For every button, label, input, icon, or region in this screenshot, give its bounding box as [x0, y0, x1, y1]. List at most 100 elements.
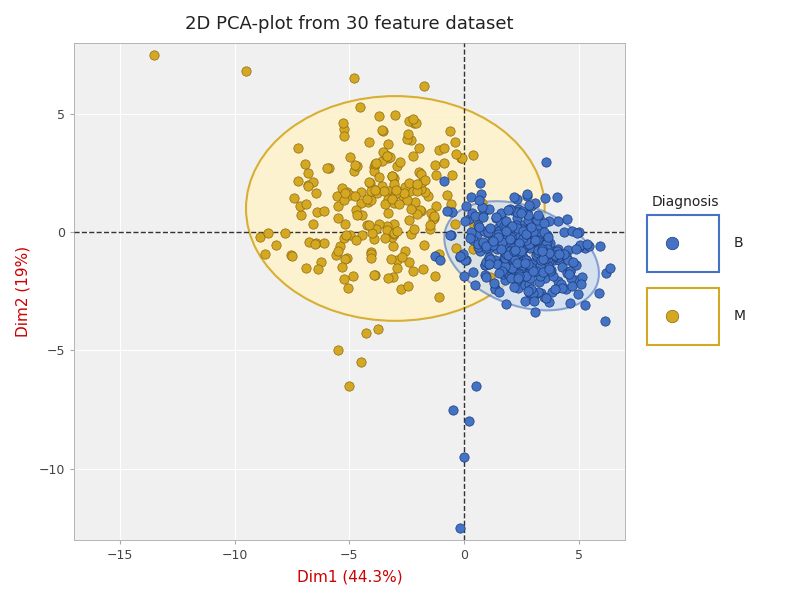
B: [518, 258, 531, 268]
B: [477, 212, 490, 221]
B: [534, 255, 547, 265]
B: [566, 226, 578, 235]
B: [467, 235, 480, 245]
B: [518, 232, 531, 242]
M: [370, 224, 382, 234]
B: [484, 254, 497, 264]
B: [543, 266, 556, 275]
M: [336, 263, 349, 272]
B: [474, 190, 487, 199]
B: [537, 254, 550, 264]
B: [491, 244, 504, 254]
B: [443, 230, 456, 240]
B: [599, 316, 612, 326]
B: [538, 293, 550, 302]
B: [503, 253, 516, 263]
B: [495, 232, 508, 241]
M: [303, 237, 316, 247]
B: [506, 263, 518, 273]
M: [344, 152, 357, 162]
B: [505, 221, 518, 230]
B: [527, 227, 540, 236]
Ellipse shape: [444, 201, 599, 310]
B: [483, 254, 496, 263]
M: [270, 240, 282, 250]
B: [529, 235, 542, 244]
Ellipse shape: [246, 96, 545, 321]
B: [525, 263, 538, 272]
M: [364, 196, 377, 205]
B: [537, 235, 550, 244]
M: [292, 143, 305, 153]
B: [504, 241, 517, 251]
B: [486, 236, 499, 246]
M: [317, 206, 330, 215]
B: [580, 239, 593, 249]
B: [522, 200, 535, 210]
B: [505, 273, 518, 283]
B: [540, 244, 553, 254]
B: [476, 237, 489, 247]
B: [473, 246, 486, 256]
B: [553, 256, 566, 265]
B: [551, 284, 564, 293]
B: [525, 222, 538, 232]
M: [332, 201, 345, 211]
B: [499, 299, 512, 308]
B: [573, 242, 586, 252]
M: [416, 264, 429, 274]
B: [470, 381, 482, 391]
B: [487, 278, 500, 288]
B: [549, 251, 562, 261]
B: [531, 248, 544, 258]
B: [502, 250, 514, 259]
B: [511, 283, 524, 293]
M: [441, 190, 454, 199]
B: [511, 194, 524, 203]
B: [553, 250, 566, 259]
B: [507, 259, 520, 269]
B: [530, 252, 543, 262]
B: [460, 255, 473, 265]
B: [490, 213, 502, 223]
M: [389, 110, 402, 120]
B: [562, 255, 574, 265]
B: [502, 231, 514, 241]
B: [482, 244, 494, 254]
B: [514, 208, 527, 217]
B: [524, 243, 537, 253]
B: [536, 265, 549, 275]
B: [486, 235, 498, 244]
B: [549, 250, 562, 260]
B: [552, 216, 565, 226]
B: [533, 226, 546, 236]
B: [528, 226, 541, 236]
B: [540, 239, 553, 248]
B: [492, 287, 505, 296]
B: [507, 243, 520, 253]
B: [492, 226, 505, 235]
B: [501, 250, 514, 260]
B: [504, 271, 517, 281]
M: [382, 208, 394, 218]
M: [414, 206, 426, 215]
M: [354, 358, 367, 367]
B: [500, 222, 513, 232]
B: [534, 242, 547, 251]
B: [479, 257, 492, 267]
B: [478, 206, 490, 216]
B: [532, 214, 545, 223]
B: [536, 244, 549, 253]
M: [387, 219, 400, 229]
B: [593, 242, 606, 251]
B: [454, 251, 466, 260]
M: [381, 151, 394, 160]
B: [560, 251, 573, 261]
M: [334, 241, 346, 250]
M: [309, 239, 322, 249]
B: [603, 263, 616, 272]
B: [563, 269, 576, 279]
B: [535, 288, 548, 298]
M: [427, 214, 440, 223]
M: [350, 161, 363, 171]
